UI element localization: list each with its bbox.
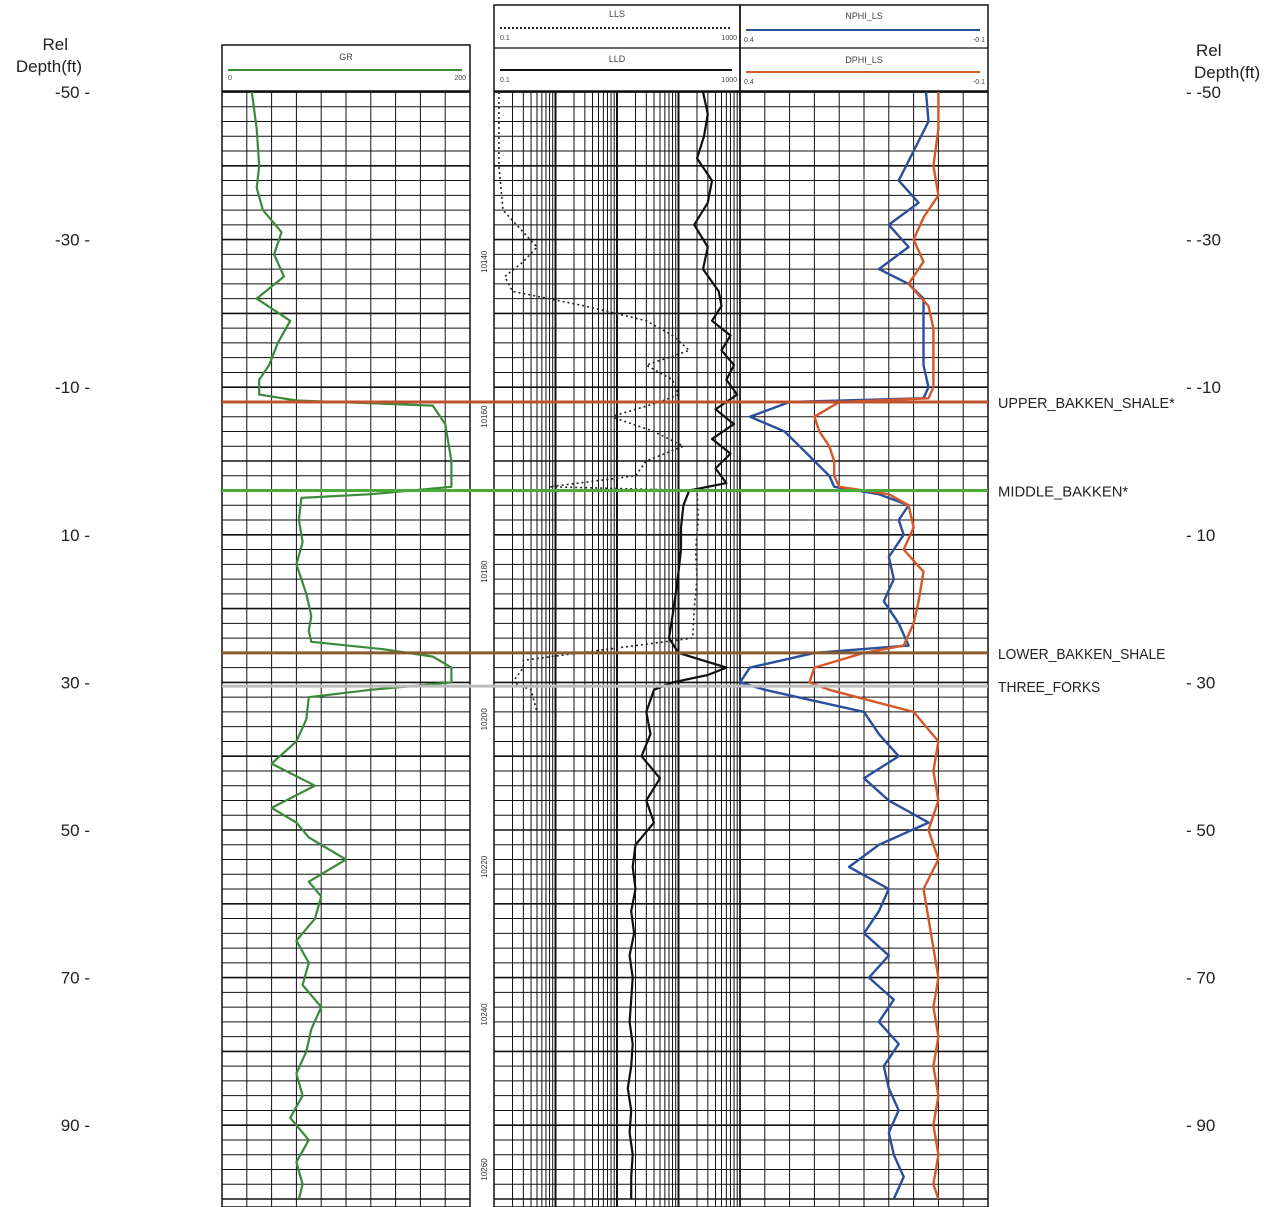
dphi-min-label: 0.4: [744, 79, 754, 86]
left-depth-tick-label: 90 -: [61, 1116, 90, 1135]
dphi-max-label: -0.1: [973, 79, 985, 86]
gr-max-label: 200: [454, 75, 466, 82]
lls-min-label: 0.1: [500, 35, 510, 42]
md-label: 10140: [480, 250, 489, 273]
md-label: 10180: [480, 560, 489, 583]
right-depth-tick-label: - 50: [1186, 821, 1215, 840]
lls-max-label: 1000: [721, 35, 737, 42]
nphi-min-label: 0.4: [744, 37, 754, 44]
nphi-max-label: -0.1: [973, 37, 985, 44]
porosity-track: NPHI_LS 0.4 -0.1 DPHI_LS 0.4 -0.1: [739, 4, 989, 1207]
md-label-bg: [478, 1153, 490, 1186]
md-label-bg: [478, 245, 490, 278]
right-depth-tick-label: - -10: [1186, 378, 1221, 397]
md-label-bg: [478, 850, 490, 883]
right-depth-title-line1: Rel: [1196, 41, 1222, 60]
md-label: 10160: [480, 405, 489, 428]
lld-curve-name: LLD: [609, 54, 626, 64]
md-label: 10220: [480, 855, 489, 878]
dphi-curve-name: DPHI_LS: [845, 55, 883, 65]
formation-top-label: UPPER_BAKKEN_SHALE*: [998, 395, 1175, 412]
curve-layer: [250, 91, 940, 1200]
lls-curve-name: LLS: [609, 9, 625, 19]
gr-track: GR 0 200: [221, 44, 471, 1207]
lls-curve: [498, 92, 700, 713]
gr-header-box: [221, 44, 471, 92]
left-depth-tick-label: -50 -: [55, 83, 90, 102]
left-depth-tick-label: -10 -: [55, 378, 90, 397]
right-depth-tick-label: - -30: [1186, 231, 1221, 250]
left-depth-title-line2: Depth(ft): [16, 57, 82, 76]
right-depth-title-line2: Depth(ft): [1194, 63, 1260, 82]
md-label-bg: [478, 555, 490, 588]
left-depth-tick-label: -30 -: [55, 231, 90, 250]
right-depth-tick-label: - 70: [1186, 969, 1215, 988]
md-label: 10240: [480, 1003, 489, 1026]
md-label-bg: [478, 703, 490, 736]
right-depth-tick-label: - -50: [1186, 83, 1221, 102]
left-depth-tick-label: 50 -: [61, 821, 90, 840]
right-depth-tick-label: - 30: [1186, 673, 1215, 692]
md-label-bg: [478, 998, 490, 1031]
left-depth-axis: Rel Depth(ft) -50 - -30 - -10 - 10 - 30 - 50 …: [16, 35, 90, 1135]
nphi-ls-curve: [738, 91, 930, 1200]
left-depth-title-line1: Rel: [42, 35, 68, 54]
right-depth-tick-label: - 90: [1186, 1116, 1215, 1135]
right-depth-tick-label: - 10: [1186, 526, 1215, 545]
md-label: 10260: [480, 1158, 489, 1181]
formation-tops: UPPER_BAKKEN_SHALE* MIDDLE_BAKKEN* LOWER_B…: [222, 395, 1175, 696]
lld-min-label: 0.1: [500, 77, 510, 84]
left-depth-tick-label: 70 -: [61, 969, 90, 988]
formation-top-label: THREE_FORKS: [998, 679, 1100, 696]
gr-curve: [250, 91, 453, 1200]
md-label-bg: [478, 400, 490, 433]
nphi-curve-name: NPHI_LS: [845, 11, 883, 21]
md-label: 10200: [480, 708, 489, 731]
left-depth-tick-label: 10 -: [61, 526, 90, 545]
formation-top-label: MIDDLE_BAKKEN*: [998, 484, 1128, 501]
left-depth-tick-label: 30 -: [61, 673, 90, 692]
dphi-ls-curve: [808, 92, 940, 1200]
right-depth-axis: Rel Depth(ft) - -50 - -30 - -10 - 10 - 30 - 5…: [1186, 41, 1260, 1135]
lld-max-label: 1000: [721, 77, 737, 84]
resistivity-track: LLS 0.1 1000 LLD 0.1 1000 10140 10160 1018…: [478, 4, 741, 1207]
lld-curve: [626, 91, 739, 1199]
gr-min-label: 0: [228, 75, 232, 82]
gr-curve-name: GR: [339, 52, 353, 62]
formation-top-label: LOWER_BAKKEN_SHALE: [998, 646, 1165, 663]
